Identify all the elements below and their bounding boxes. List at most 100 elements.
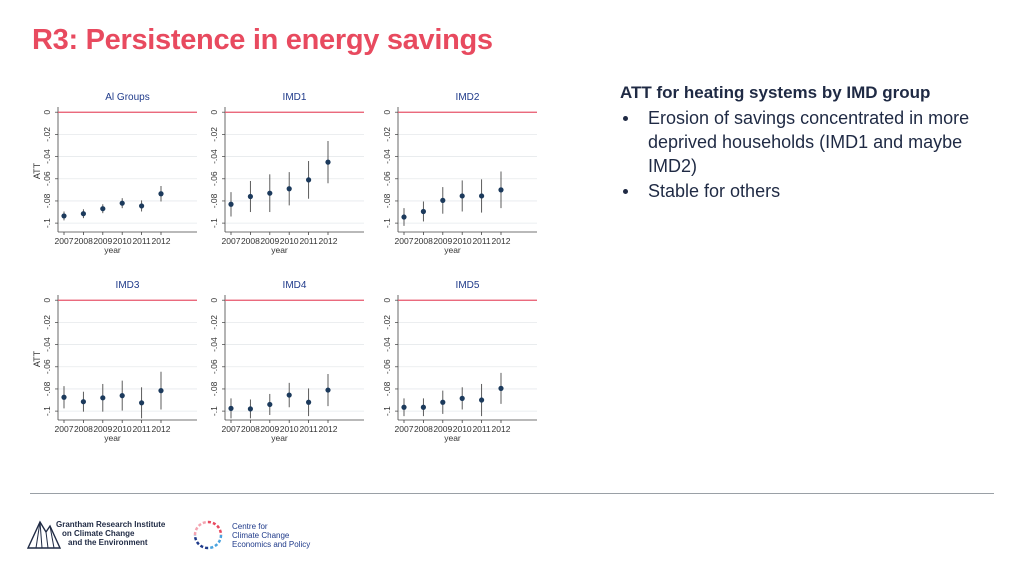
estimate-point (401, 214, 407, 220)
panel-title: IMD1 (283, 92, 307, 103)
estimate-point (479, 397, 485, 403)
y-tick-label: 0 (209, 298, 219, 303)
estimate-point (306, 177, 312, 183)
chart-panel-all-groups: 0 -.02 -.04 -.06 -.08 -.1 Al Groups ATT 2007 2008… (30, 85, 205, 260)
x-tick-label: 2012 (152, 236, 171, 246)
logo2-line: Centre for (232, 522, 268, 531)
x-tick-label: 2007 (55, 424, 74, 434)
y-tick-label: -.06 (42, 359, 52, 374)
y-tick-label: -.1 (382, 218, 392, 228)
estimate-point (440, 399, 446, 405)
y-tick-label: -.08 (382, 193, 392, 208)
x-tick-label: 2012 (319, 236, 338, 246)
x-tick-label: 2009 (260, 424, 279, 434)
estimate-point (61, 394, 67, 400)
x-tick-label: 2008 (241, 424, 260, 434)
estimate-point (139, 400, 145, 406)
x-axis-label: year (444, 245, 461, 255)
estimate-point (228, 201, 234, 207)
estimate-point (479, 193, 485, 199)
x-tick-label: 2010 (280, 236, 299, 246)
x-axis-label: year (104, 433, 121, 443)
y-tick-label: -.04 (42, 149, 52, 164)
x-tick-label: 2009 (93, 236, 112, 246)
y-tick-label: -.06 (209, 359, 219, 374)
x-axis-label: year (444, 433, 461, 443)
estimate-point (286, 392, 292, 398)
x-tick-label: 2010 (113, 424, 132, 434)
y-tick-label: -.08 (209, 193, 219, 208)
chart-panel-imd2: 0 -.02 -.04 -.06 -.08 -.1 IMD2 2007 2008 2009 2010… (370, 85, 545, 260)
estimate-point (325, 159, 331, 165)
y-tick-label: 0 (42, 298, 52, 303)
estimate-point (401, 404, 407, 410)
estimate-point (459, 395, 465, 401)
logo1-line: Grantham Research Institute (56, 520, 166, 529)
estimate-point (459, 193, 465, 199)
y-tick-label: -.02 (209, 127, 219, 142)
estimate-point (80, 399, 86, 405)
estimate-point (267, 401, 273, 408)
x-tick-label: 2010 (113, 236, 132, 246)
x-tick-label: 2012 (492, 424, 511, 434)
y-tick-label: -.06 (382, 171, 392, 186)
y-tick-label: -.08 (42, 381, 52, 396)
x-tick-label: 2012 (152, 424, 171, 434)
findings-list: Erosion of savings concentrated in more … (620, 106, 1000, 203)
y-tick-label: -.1 (209, 406, 219, 416)
y-tick-label: 0 (382, 298, 392, 303)
cccep-logo: Centre for Climate Change Economics and … (192, 520, 322, 552)
estimate-point (267, 190, 273, 196)
estimate-point (306, 399, 312, 405)
chart-svg-imd2: 0 -.02 -.04 -.06 -.08 -.1 IMD2 2007 2008 2009 2010… (382, 92, 537, 255)
logo1-line: on Climate Change (62, 529, 135, 538)
panel-title: Al Groups (105, 92, 149, 103)
panel-title: IMD2 (456, 92, 480, 103)
finding-item: Erosion of savings concentrated in more … (620, 106, 1000, 178)
y-tick-label: -.02 (382, 127, 392, 142)
y-tick-label: -.06 (42, 171, 52, 186)
x-tick-label: 2009 (433, 424, 452, 434)
y-tick-label: -.08 (209, 381, 219, 396)
y-tick-label: -.1 (209, 218, 219, 228)
x-tick-label: 2008 (414, 236, 433, 246)
x-tick-label: 2009 (93, 424, 112, 434)
y-tick-label: -.1 (42, 406, 52, 416)
x-tick-label: 2010 (280, 424, 299, 434)
chart-panel-imd1: 0 -.02 -.04 -.06 -.08 -.1 IMD1 2007 2008 2009 2010… (197, 85, 372, 260)
chart-svg-al-groups: 0 -.02 -.04 -.06 -.08 -.1 Al Groups ATT 2007 2008… (32, 92, 197, 255)
estimate-point (100, 206, 106, 212)
estimate-point (247, 406, 253, 412)
x-tick-label: 2011 (132, 424, 151, 434)
estimate-point (286, 186, 292, 192)
x-tick-label: 2007 (395, 424, 414, 434)
y-tick-label: -.02 (42, 315, 52, 330)
x-tick-label: 2008 (414, 424, 433, 434)
y-tick-label: -.04 (42, 337, 52, 352)
estimate-point (420, 404, 426, 410)
estimate-point (158, 191, 164, 197)
findings-heading: ATT for heating systems by IMD group (620, 83, 931, 102)
estimate-point (440, 197, 446, 203)
x-tick-label: 2012 (492, 236, 511, 246)
x-tick-label: 2008 (74, 424, 93, 434)
panel-title: IMD3 (116, 280, 140, 291)
chart-svg-imd4: 0 -.02 -.04 -.06 -.08 -.1 IMD4 2007 2008 2009 2010… (209, 280, 364, 443)
y-tick-label: 0 (382, 110, 392, 115)
x-tick-label: 2011 (299, 424, 318, 434)
y-tick-label: -.02 (382, 315, 392, 330)
logo1-line: and the Environment (68, 538, 148, 547)
estimate-point (100, 395, 106, 401)
y-axis-label: ATT (32, 162, 42, 179)
panel-title: IMD5 (456, 280, 480, 291)
estimate-point (119, 200, 125, 206)
estimate-point (61, 213, 67, 219)
y-tick-label: -.02 (42, 127, 52, 142)
y-axis-label: ATT (32, 350, 42, 367)
chart-panel-imd5: 0 -.02 -.04 -.06 -.08 -.1 IMD5 2007 2008 2009 2010… (370, 273, 545, 448)
x-tick-label: 2007 (222, 424, 241, 434)
estimate-point (247, 193, 253, 200)
x-tick-label: 2009 (433, 236, 452, 246)
panel-title: IMD4 (283, 280, 307, 291)
